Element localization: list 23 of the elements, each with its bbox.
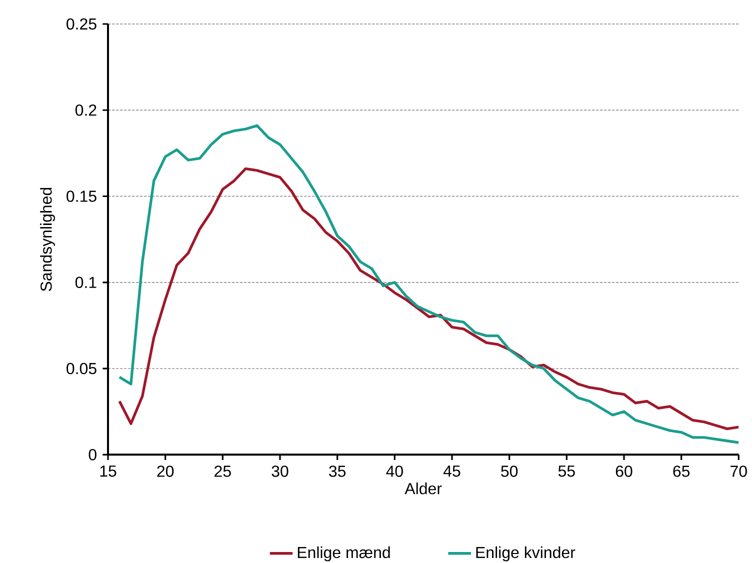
y-tick-label: 0.25 <box>66 18 96 30</box>
x-axis-title: Alder <box>404 482 442 494</box>
x-tick-label: 40 <box>386 466 403 478</box>
y-tick-label: 0.15 <box>66 190 96 202</box>
y-tick-label: 0.2 <box>75 104 96 116</box>
x-tick-label: 70 <box>730 466 747 478</box>
x-tick-label: 15 <box>100 466 116 477</box>
legend-label: Enlige kvinder <box>476 546 576 562</box>
x-tick-label: 35 <box>329 466 346 478</box>
x-tick-label: 20 <box>157 466 174 478</box>
x-tick-label: 25 <box>214 466 231 478</box>
y-tick-label: 0.1 <box>75 276 96 288</box>
line-series <box>118 168 739 430</box>
y-axis-title: Sandsynlighed <box>40 188 55 292</box>
x-tick-label: 45 <box>443 466 460 477</box>
x-tick-label: 50 <box>501 466 518 478</box>
x-tick-label: 55 <box>558 466 575 477</box>
legend-label: Enlige mænd <box>298 546 390 562</box>
y-tick-label: 0.05 <box>66 363 96 374</box>
y-tick-label: 0 <box>88 449 96 460</box>
x-tick-label: 30 <box>272 466 288 478</box>
x-tick-label: 65 <box>673 466 690 478</box>
x-tick-label: 60 <box>616 466 632 478</box>
